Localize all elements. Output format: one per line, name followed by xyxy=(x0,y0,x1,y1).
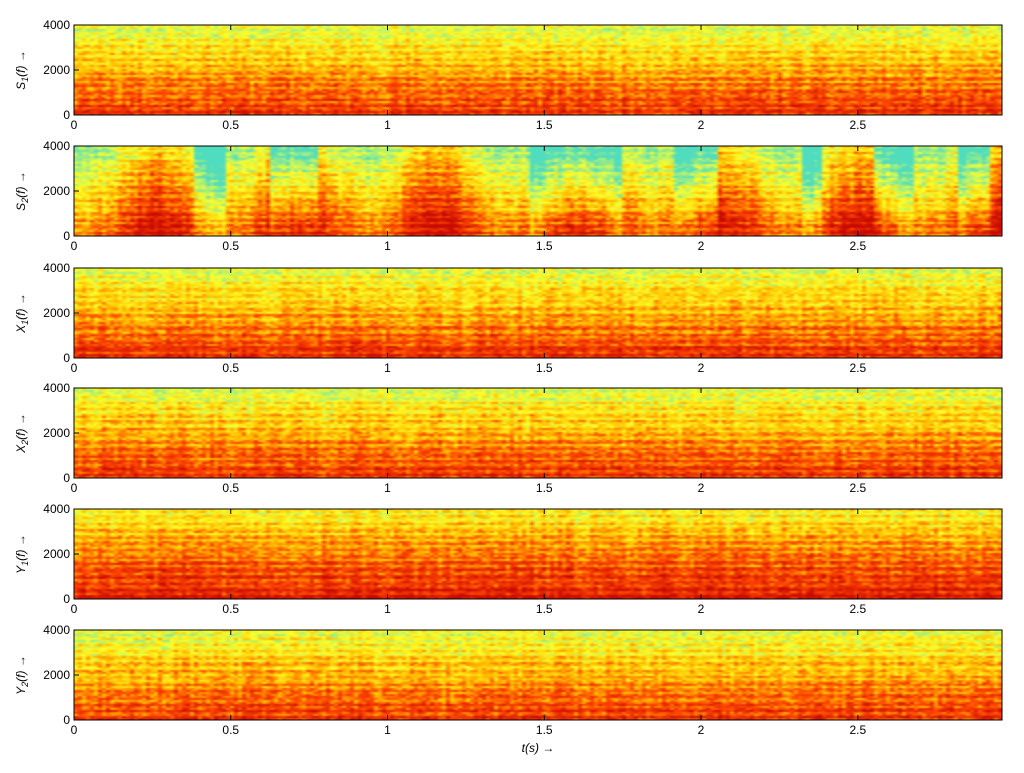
x-tick-label: 1.5 xyxy=(536,361,553,375)
x-tick-label: 0 xyxy=(71,602,78,616)
y-tick-label: 4000 xyxy=(43,623,70,637)
x-tick-label: 2.5 xyxy=(849,239,866,253)
x-tick-label: 1 xyxy=(384,361,391,375)
y-tick-label: 0 xyxy=(63,471,70,485)
y-tick-label: 0 xyxy=(63,351,70,365)
x-tick-label: 1 xyxy=(384,481,391,495)
y-tick-label: 4000 xyxy=(43,261,70,275)
x-tick-label: 2.5 xyxy=(849,361,866,375)
x-tick-label: 2 xyxy=(698,118,705,132)
y-axis-label: S1(f) → xyxy=(14,50,30,90)
y-axis-label: X2(f) → xyxy=(14,413,30,454)
spectrogram-panel: 0 0.5 1 1.5 2 2.5 0 2000 4000 X1(f) → xyxy=(14,261,1003,375)
x-tick-label: 0.5 xyxy=(222,361,239,375)
y-tick-label: 0 xyxy=(63,229,70,243)
x-tick-label: 2.5 xyxy=(849,118,866,132)
y-tick-label: 2000 xyxy=(43,668,70,682)
x-tick-label: 0 xyxy=(71,118,78,132)
spectrogram-panel: 0 0.5 1 1.5 2 2.5 0 2000 4000 S1(f) → xyxy=(14,18,1003,132)
y-tick-label: 2000 xyxy=(43,306,70,320)
x-tick-label: 1.5 xyxy=(536,602,553,616)
y-tick-label: 0 xyxy=(63,713,70,727)
spectrogram-image xyxy=(74,509,1002,599)
y-tick-label: 4000 xyxy=(43,381,70,395)
x-tick-label: 0.5 xyxy=(222,239,239,253)
y-axis-label: S2(f) → xyxy=(14,171,30,211)
spectrogram-panel: 0 0.5 1 1.5 2 2.5 0 2000 4000 Y2(f) → xyxy=(14,623,1003,737)
y-tick-label: 4000 xyxy=(43,502,70,516)
x-tick-label: 2 xyxy=(698,239,705,253)
spectrogram-panel: 0 0.5 1 1.5 2 2.5 0 2000 4000 S2(f) → xyxy=(14,139,1003,253)
x-tick-label: 1 xyxy=(384,118,391,132)
x-tick-label: 1.5 xyxy=(536,723,553,737)
spectrogram-image xyxy=(74,630,1002,720)
y-axis-label: Y2(f) → xyxy=(14,655,30,695)
x-tick-label: 0.5 xyxy=(222,481,239,495)
x-tick-label: 2 xyxy=(698,361,705,375)
x-tick-label: 1.5 xyxy=(536,239,553,253)
x-tick-label: 0 xyxy=(71,361,78,375)
spectrogram-image xyxy=(74,268,1002,358)
x-tick-label: 2.5 xyxy=(849,723,866,737)
x-tick-label: 1 xyxy=(384,239,391,253)
x-tick-label: 1.5 xyxy=(536,118,553,132)
y-tick-label: 0 xyxy=(63,592,70,606)
x-tick-label: 2 xyxy=(698,723,705,737)
spectrogram-panel: 0 0.5 1 1.5 2 2.5 0 2000 4000 Y1(f) → xyxy=(14,502,1003,616)
x-tick-label: 0 xyxy=(71,239,78,253)
spectrogram-image xyxy=(74,146,1002,236)
y-tick-label: 2000 xyxy=(43,547,70,561)
spectrogram-image xyxy=(74,25,1002,115)
x-tick-label: 0.5 xyxy=(222,723,239,737)
x-tick-label: 1 xyxy=(384,602,391,616)
x-tick-label: 0.5 xyxy=(222,602,239,616)
x-axis-label: t(s) → xyxy=(522,741,555,755)
x-tick-label: 0 xyxy=(71,723,78,737)
x-tick-label: 2.5 xyxy=(849,602,866,616)
y-axis-label: X1(f) → xyxy=(14,293,30,334)
y-tick-label: 0 xyxy=(63,108,70,122)
y-tick-label: 2000 xyxy=(43,63,70,77)
x-tick-label: 1.5 xyxy=(536,481,553,495)
spectrogram-image xyxy=(74,388,1002,478)
x-tick-label: 2.5 xyxy=(849,481,866,495)
y-tick-label: 4000 xyxy=(43,18,70,32)
y-axis-label: Y1(f) → xyxy=(14,534,30,574)
spectrogram-panel: 0 0.5 1 1.5 2 2.5 0 2000 4000 X2(f) → xyxy=(14,381,1003,495)
y-tick-label: 2000 xyxy=(43,426,70,440)
y-tick-label: 4000 xyxy=(43,139,70,153)
x-tick-label: 2 xyxy=(698,481,705,495)
x-tick-label: 0 xyxy=(71,481,78,495)
y-tick-label: 2000 xyxy=(43,184,70,198)
x-tick-label: 1 xyxy=(384,723,391,737)
x-tick-label: 0.5 xyxy=(222,118,239,132)
x-tick-label: 2 xyxy=(698,602,705,616)
